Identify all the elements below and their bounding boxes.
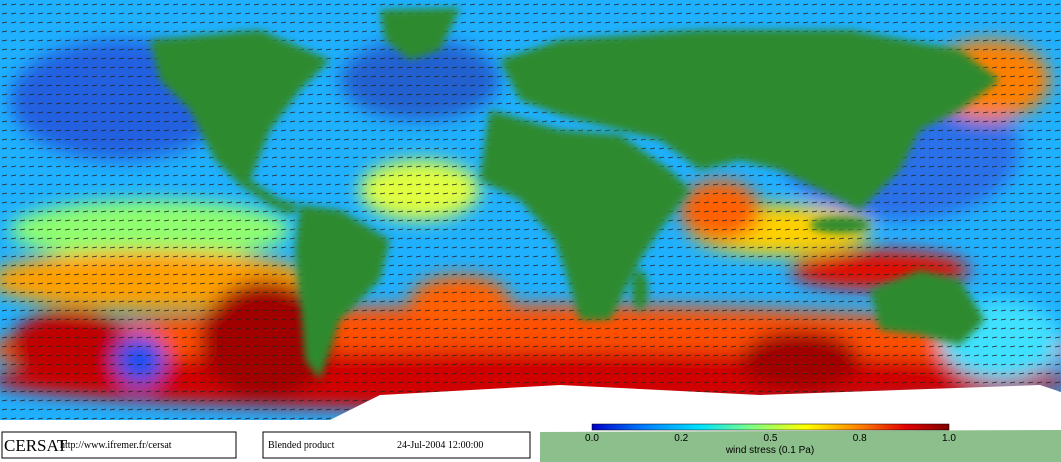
colorbar-tick-label: 0.5 [764, 433, 778, 444]
colorbar-tick-label: 0.0 [585, 433, 599, 444]
date: 24-Jul-2004 12:00:00 [397, 440, 483, 451]
antarctica [330, 385, 1061, 420]
colorbar-label: wind stress (0.1 Pa) [725, 445, 814, 456]
colorbar-tick-label: 0.8 [853, 433, 867, 444]
colorbar-ticks: 0.0 0.2 0.5 0.8 1.0 [585, 433, 956, 444]
logo: CERSAT [4, 436, 68, 455]
url: http://www.ifremer.fr/cersat [60, 440, 172, 451]
product: Blended product [268, 440, 335, 451]
land-strip [540, 430, 1061, 462]
product-box [262, 431, 531, 459]
colorbar [591, 423, 950, 431]
logo-box [1, 431, 237, 459]
colorbar-tick-label: 1.0 [942, 433, 956, 444]
land [150, 8, 1000, 380]
colorbar-tick-label: 0.2 [674, 433, 688, 444]
